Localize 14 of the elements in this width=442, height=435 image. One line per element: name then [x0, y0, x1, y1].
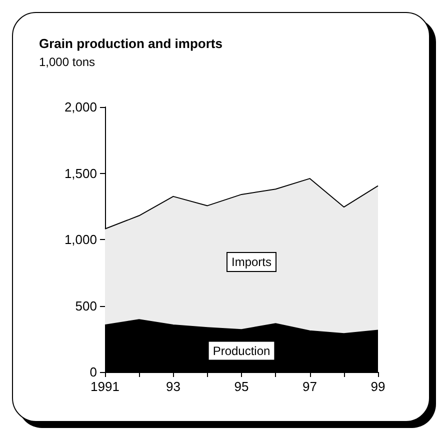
x-tick-label: 93: [166, 379, 180, 394]
chart-subtitle: 1,000 tons: [39, 55, 96, 69]
y-tick-label: 1,000: [64, 232, 97, 247]
x-tick-label: 99: [370, 379, 386, 394]
y-tick-label: 2,000: [64, 100, 97, 114]
y-tick-label: 1,500: [64, 166, 97, 181]
x-tick-label: 95: [234, 379, 249, 394]
y-tick-label: 0: [90, 364, 97, 380]
series-label: Imports: [231, 255, 272, 270]
x-tick-label: 97: [302, 379, 317, 394]
series-label: Production: [212, 344, 270, 358]
x-tick-label: 1991: [90, 379, 120, 394]
chart-title: Grain production and imports: [39, 36, 222, 51]
y-tick-label: 500: [75, 298, 97, 314]
